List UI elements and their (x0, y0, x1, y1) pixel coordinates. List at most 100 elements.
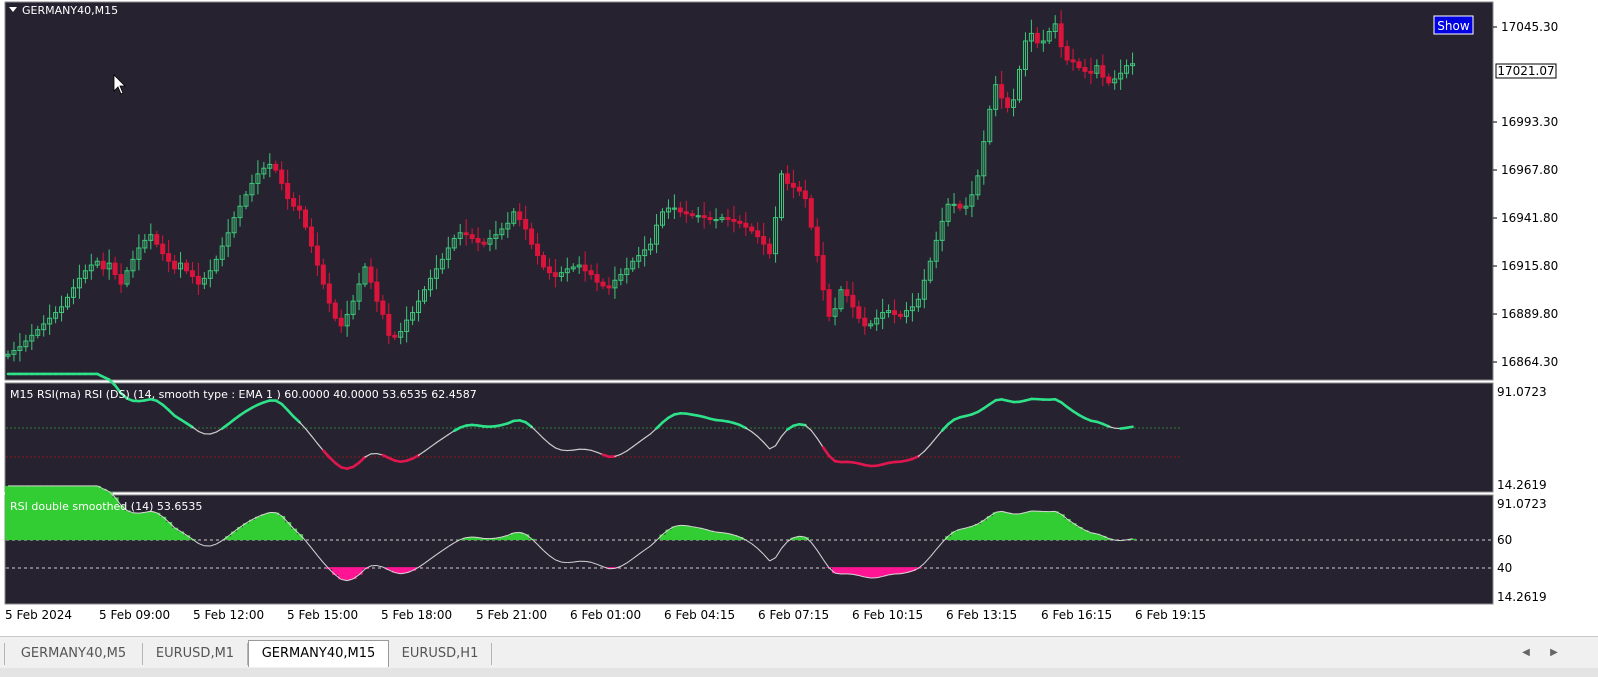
candle-body (547, 267, 551, 273)
tabs-scroll-right-icon[interactable]: ▶ (1547, 643, 1561, 663)
candle-body (173, 261, 177, 269)
time-tick: 5 Feb 15:00 (287, 608, 358, 622)
time-tick: 6 Feb 19:15 (1135, 608, 1206, 622)
rsi-ds-fill-up (963, 528, 970, 540)
candle-body (1071, 60, 1075, 62)
candle-body (286, 183, 290, 198)
show-button-label: Show (1437, 19, 1470, 33)
candle-body (785, 174, 789, 183)
rsi-ds-fill-up (1017, 514, 1024, 540)
candle-body (851, 295, 855, 306)
candle-body (845, 290, 849, 296)
rsi-ds-fill-up (243, 523, 250, 540)
candle-body (113, 263, 117, 274)
rsi-ds-fill-up (523, 534, 530, 540)
rsi-ds-axis-max: 91.0723 (1497, 497, 1547, 511)
rsi-ds-fill-up (1070, 523, 1077, 540)
rsi-ds-segment (716, 532, 722, 533)
candle-body (702, 216, 706, 218)
candle-body (827, 290, 831, 317)
candle-body (863, 318, 867, 326)
tab-eurusd-h1[interactable]: EURUSD,H1 (389, 643, 492, 665)
show-button[interactable]: Show (1434, 16, 1473, 34)
rsi-ds-fill-up (1046, 512, 1053, 540)
time-tick: 6 Feb 01:00 (570, 608, 641, 622)
candle-body (678, 208, 682, 212)
time-axis: 5 Feb 2024 5 Feb 09:00 5 Feb 12:00 5 Feb… (5, 608, 1206, 622)
candle-body (309, 227, 313, 246)
candle-body (387, 314, 391, 335)
candle-body (893, 311, 897, 315)
candle-body (185, 263, 189, 271)
rsi-ds-fill-up (660, 535, 667, 541)
rsi-ds-fill-down (332, 567, 339, 575)
candle-body (1000, 85, 1004, 98)
candle-body (315, 246, 319, 265)
tab-germany40-m15[interactable]: GERMANY40,M15 (248, 640, 389, 667)
rsi-ds-fill-up (987, 516, 994, 540)
candle-body (274, 164, 278, 170)
rsi-ds-fill-up (1040, 512, 1047, 541)
chart-svg[interactable]: GERMANY40,M15 Show 17045.30 16993.30 169… (0, 0, 1598, 636)
candle-body (339, 318, 343, 326)
candle-body (470, 235, 474, 239)
candle-body (155, 235, 159, 244)
rsi-ma-axis-min: 14.2619 (1497, 478, 1547, 492)
rsi-ds-fill-up (683, 526, 690, 540)
rsi-ds-fill-up (975, 524, 982, 540)
rsi-ds-fill-down (856, 567, 863, 575)
candle-body (708, 218, 712, 220)
rsi-ds-fill-up (279, 516, 286, 540)
candle-body (167, 254, 171, 262)
tabs-scroll-left-icon[interactable]: ◀ (1519, 643, 1533, 663)
candle-body (161, 244, 165, 253)
price-tick: 16967.80 (1501, 163, 1558, 177)
rsi-ds-axis-40: 40 (1497, 561, 1512, 575)
rsi-ds-panel[interactable] (5, 495, 1493, 604)
price-tick: 16889.80 (1501, 307, 1558, 321)
rsi-ds-fill-down (886, 567, 893, 575)
candle-body (321, 265, 325, 284)
rsi-ds-segment (466, 537, 472, 538)
chart-area[interactable]: GERMANY40,M15 Show 17045.30 16993.30 169… (0, 0, 1598, 636)
rsi-ds-fill-up (713, 532, 720, 540)
candle-body (607, 286, 611, 288)
rsi-ds-fill-up (701, 529, 708, 540)
price-tick: 17045.30 (1501, 20, 1558, 34)
time-tick: 6 Feb 16:15 (1041, 608, 1112, 622)
price-panel[interactable] (5, 2, 1493, 380)
candle-body (684, 212, 688, 214)
rsi-ds-fill-up (291, 529, 298, 540)
rsi-ds-fill-up (106, 492, 113, 541)
rsi-ds-fill-up (100, 489, 107, 540)
rsi-ds-fill-up (160, 517, 167, 540)
rsi-ds-fill-up (707, 531, 714, 540)
rsi-ds-fill-down (880, 567, 887, 576)
candle-body (304, 210, 308, 227)
tab-germany40-m5[interactable]: GERMANY40,M5 (5, 643, 143, 665)
rsi-ds-fill-up (124, 510, 131, 540)
candle-body (803, 191, 807, 199)
candle-body (1107, 77, 1111, 83)
rsi-ds-fill-down (868, 567, 875, 578)
rsi-ds-fill-up (142, 512, 149, 540)
candle-body (1035, 33, 1039, 42)
rsi-ds-fill-up (969, 526, 976, 540)
rsi-ds-fill-up (255, 517, 262, 540)
candle-body (530, 229, 534, 244)
candle-body (369, 267, 373, 282)
rsi-ds-segment (472, 537, 478, 538)
rsi-ds-fill-up (981, 520, 988, 540)
candle-body (524, 219, 528, 228)
rsi-ds-fill-down (356, 567, 363, 575)
rsi-ds-fill-up (1058, 514, 1065, 540)
price-tick: 16993.30 (1501, 115, 1558, 129)
rsi-ds-fill-up (999, 511, 1006, 540)
rsi-ds-fill-up (1076, 527, 1083, 540)
candle-body (119, 275, 123, 284)
candle-body (583, 265, 587, 271)
tab-eurusd-m1[interactable]: EURUSD,M1 (143, 643, 248, 665)
time-tick: 5 Feb 12:00 (193, 608, 264, 622)
rsi-ma-segment (799, 424, 805, 425)
rsi-ma-label: M15 RSI(ma) RSI (DS) (14, smooth type : … (10, 388, 477, 401)
